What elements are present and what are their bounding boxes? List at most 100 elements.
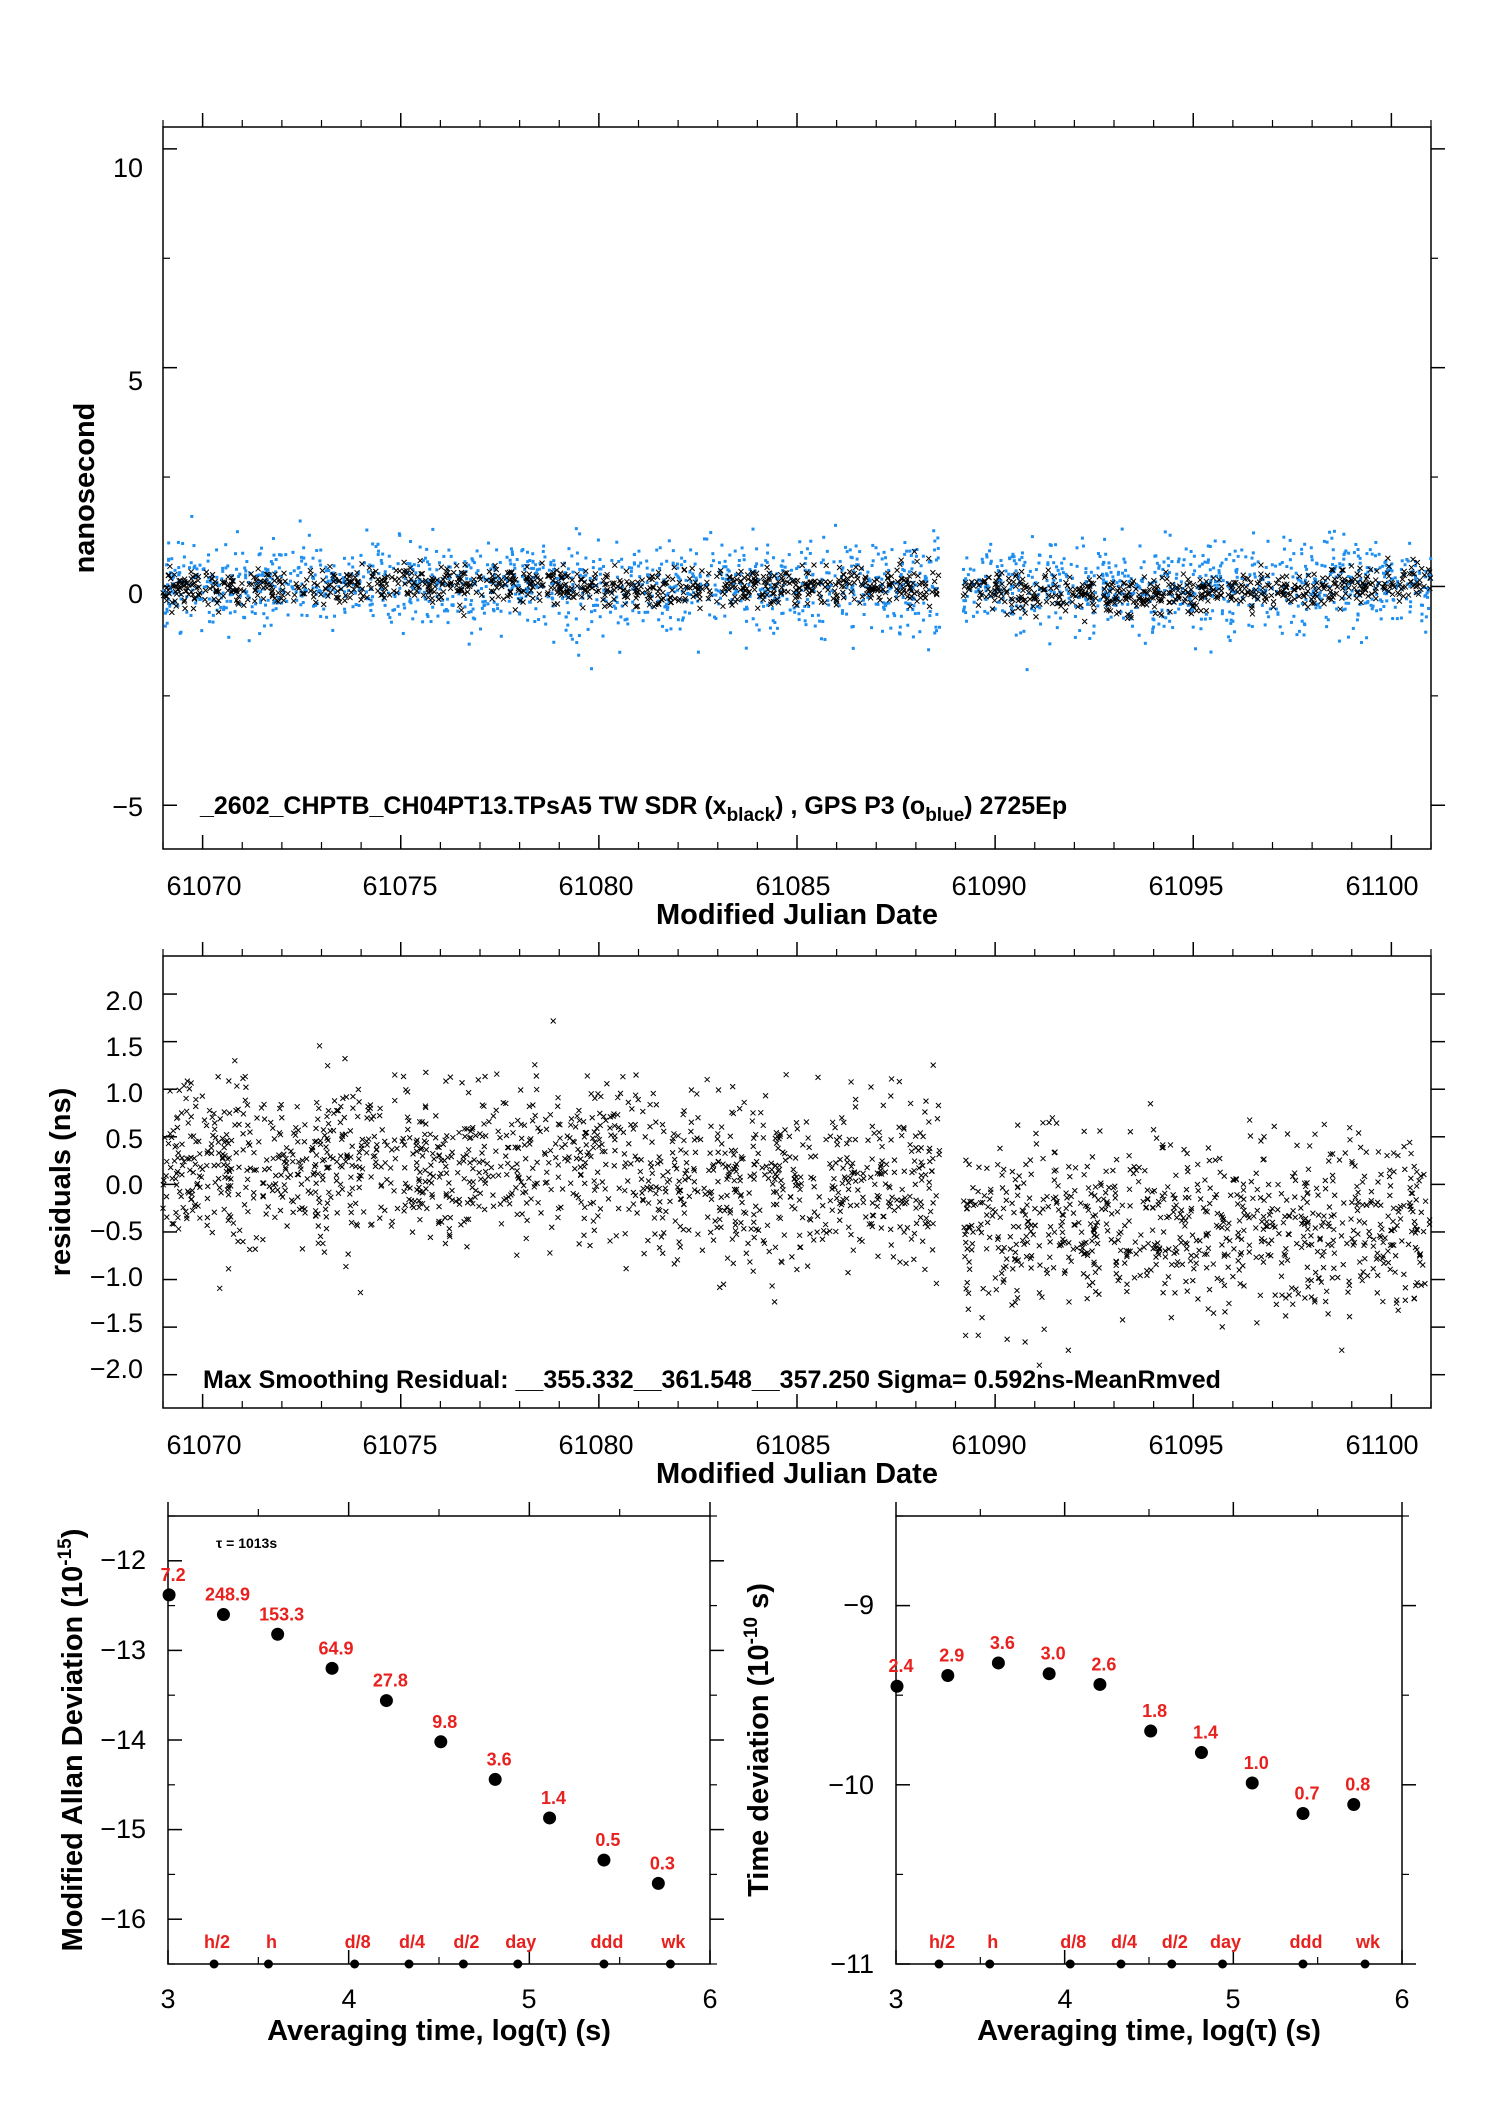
residual-point [878,1225,885,1231]
gps-point [962,605,966,609]
residual-point [197,1184,203,1191]
gps-point [1395,584,1399,588]
tw-point [692,584,698,591]
gps-point [542,544,546,548]
gps-point [1318,605,1322,609]
residual-point [299,1245,306,1252]
tw-point [1245,590,1251,596]
tw-point [836,579,842,586]
gps-point [608,610,612,614]
gps-point [291,587,295,591]
gps-point [887,601,891,605]
gps-point [1068,600,1072,604]
gps-point [1384,559,1388,563]
gps-point [1427,573,1431,577]
gps-point [631,600,635,604]
residual-point [502,1153,509,1159]
gps-point [862,613,866,617]
gps-point [693,562,697,566]
tw-point [871,578,878,585]
gps-point [552,559,556,563]
residual-point [694,1135,700,1141]
tw-point [601,603,608,610]
tw-point [1198,594,1205,601]
gps-point [742,553,746,557]
gps-point [1388,567,1392,571]
gps-point [1210,588,1214,592]
tw-point [512,576,519,583]
tw-point [1163,569,1169,575]
tw-point [906,573,913,579]
residual-point [189,1187,196,1194]
residual-point [1390,1218,1396,1225]
gps-point [876,602,880,606]
tw-point [1090,580,1097,587]
residual-point [335,1107,342,1114]
residual-point [240,1130,246,1137]
residual-point [347,1202,354,1209]
tw-point [264,585,270,591]
tw-point [235,593,242,600]
tw-point [893,595,900,602]
residual-point [1127,1128,1134,1135]
gps-point [508,611,512,615]
tw-point [163,597,170,604]
gps-point [342,578,346,582]
tw-point [495,593,502,600]
residual-point [401,1142,408,1148]
tw-point [375,588,381,594]
residual-point [1264,1223,1271,1230]
gps-point [567,611,571,615]
residual-point [1254,1319,1260,1326]
residual-point [640,1197,646,1204]
residual-point [356,1149,363,1156]
gps-point [666,605,670,609]
gps-point [168,571,172,575]
tw-point [1151,588,1158,595]
gps-point [414,571,418,575]
tw-point [429,575,435,581]
residual-point [1165,1246,1172,1253]
gps-point [808,551,812,555]
residual-point [1211,1194,1218,1201]
gps-point [1009,587,1013,591]
gps-point [763,589,767,593]
gps-point [1365,552,1369,556]
gps-point [1217,571,1221,575]
gps-point [1409,600,1413,604]
tw-point [706,588,713,594]
gps-point [755,547,759,551]
gps-point [1341,608,1345,612]
residual-point [740,1209,747,1215]
gps-point [588,576,592,580]
tw-point [211,596,217,602]
tw-point [235,601,242,607]
gps-point [469,599,473,603]
tw-point [1339,567,1345,573]
gps-point [719,572,723,576]
residual-point [1059,1218,1066,1225]
gps-point [678,578,682,582]
tw-point [493,566,500,573]
gps-point [531,560,535,564]
gps-point [513,566,517,570]
tw-point [167,563,173,570]
residual-point [1121,1260,1128,1266]
tw-point [1247,579,1254,586]
residual-point [1103,1168,1109,1175]
gps-point [592,560,596,564]
residual-point [339,1164,345,1170]
gps-point [887,568,891,572]
tw-point [1270,598,1277,605]
p1-x-tick-label: 61080 [558,871,633,901]
residual-point [1070,1210,1077,1216]
gps-point [1399,567,1403,571]
residual-point [683,1167,690,1174]
residual-point [562,1155,568,1162]
p1-gps-series [162,514,1433,672]
tw-point [638,583,644,590]
gps-point [381,598,385,602]
tw-point [320,577,326,583]
tw-point [1006,579,1013,586]
gps-point [901,567,905,571]
